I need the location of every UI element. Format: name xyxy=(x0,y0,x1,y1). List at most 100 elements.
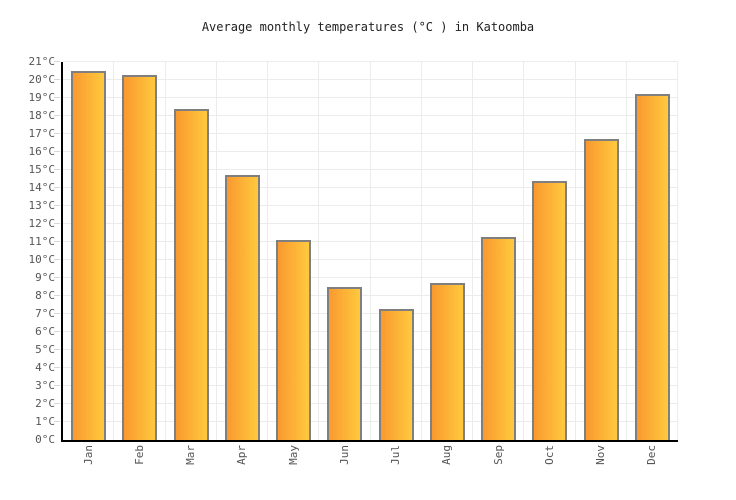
y-tick-mark xyxy=(54,115,60,116)
y-tick-mark xyxy=(54,349,60,350)
bar-feb xyxy=(122,75,158,440)
y-tick-mark xyxy=(54,151,60,152)
gridline-v xyxy=(472,62,473,440)
y-tick-mark xyxy=(54,79,60,80)
y-tick-label: 4°C xyxy=(35,361,55,374)
x-tick-label-aug: Aug xyxy=(440,445,454,465)
gridline-h xyxy=(63,403,678,404)
gridline-h xyxy=(63,295,678,296)
chart-title: Average monthly temperatures (°C ) in Ka… xyxy=(201,20,535,34)
gridline-h xyxy=(63,61,678,62)
gridline-h xyxy=(63,331,678,332)
bar-dec xyxy=(634,94,670,440)
y-tick-mark xyxy=(54,187,60,188)
gridline-h xyxy=(63,349,678,350)
x-tick-label-jun: Jun xyxy=(337,445,351,465)
x-tick-label-mar: Mar xyxy=(184,445,198,465)
gridline-v xyxy=(625,62,627,440)
y-tick-label: 17°C xyxy=(28,127,56,140)
y-tick-label: 16°C xyxy=(28,145,56,158)
gridline-h xyxy=(63,97,678,98)
y-tick-label: 0°C xyxy=(35,433,55,446)
gridline-h xyxy=(63,79,678,80)
bar-may xyxy=(276,240,312,440)
y-tick-mark xyxy=(54,313,60,314)
y-tick-label: 15°C xyxy=(28,163,56,176)
plot-area xyxy=(54,61,678,442)
y-tick-label: 1°C xyxy=(35,415,55,428)
x-tick-label-dec: Dec xyxy=(645,445,659,465)
y-tick-label: 14°C xyxy=(28,181,56,194)
x-tick-label-apr: Apr xyxy=(235,445,249,465)
gridline-v xyxy=(677,62,678,440)
gridline-h xyxy=(63,385,678,386)
gridline-h xyxy=(63,259,678,260)
bar-jan xyxy=(71,71,107,440)
y-tick-mark xyxy=(54,169,60,170)
y-tick-mark xyxy=(54,241,60,242)
bar-jul xyxy=(378,309,414,440)
bar-jun xyxy=(327,287,363,440)
y-tick-label: 6°C xyxy=(35,325,55,338)
y-tick-label: 9°C xyxy=(35,271,55,284)
gridline-h xyxy=(63,169,678,170)
gridline-h xyxy=(63,241,678,242)
y-tick-label: 5°C xyxy=(35,343,55,356)
gridline-h xyxy=(63,133,678,134)
y-tick-label: 2°C xyxy=(35,397,55,410)
bar-mar xyxy=(173,109,209,440)
y-tick-label: 21°C xyxy=(28,55,56,68)
y-tick-mark xyxy=(54,403,60,404)
gridline-v xyxy=(574,62,576,440)
gridline-v xyxy=(420,62,422,440)
gridline-v xyxy=(523,62,525,440)
gridline-h xyxy=(63,205,678,206)
gridline-h xyxy=(63,223,678,224)
gridline-v xyxy=(215,62,217,440)
gridline-v xyxy=(164,62,166,440)
x-tick-label-oct: Oct xyxy=(542,445,556,465)
y-tick-label: 3°C xyxy=(35,379,55,392)
y-tick-label: 19°C xyxy=(28,91,56,104)
gridline-h xyxy=(63,367,678,368)
x-tick-label-sep: Sep xyxy=(491,445,505,465)
bar-apr xyxy=(224,175,260,440)
y-tick-mark xyxy=(54,205,60,206)
y-tick-label: 8°C xyxy=(35,289,55,302)
gridline-h xyxy=(63,421,678,422)
gridline-h xyxy=(63,115,678,116)
y-tick-mark xyxy=(54,133,60,134)
y-tick-mark xyxy=(54,385,60,386)
y-tick-mark xyxy=(54,331,60,332)
y-tick-mark xyxy=(54,367,60,368)
gridline-v xyxy=(113,62,115,440)
bar-oct xyxy=(532,181,568,440)
x-tick-label-may: May xyxy=(286,445,300,465)
y-tick-mark xyxy=(54,277,60,278)
x-tick-label-jul: Jul xyxy=(389,445,403,465)
bar-sep xyxy=(481,237,517,440)
y-tick-mark xyxy=(54,259,60,260)
gridline-v xyxy=(267,62,268,440)
gridline-h xyxy=(63,277,678,278)
gridline-h xyxy=(63,187,678,188)
y-tick-label: 13°C xyxy=(28,199,56,212)
y-tick-mark xyxy=(54,295,60,296)
y-tick-label: 7°C xyxy=(35,307,55,320)
y-tick-label: 12°C xyxy=(28,217,56,230)
bar-nov xyxy=(583,139,619,440)
gridline-h xyxy=(63,313,678,314)
gridline-h xyxy=(63,151,678,152)
gridline-v xyxy=(318,62,320,440)
y-tick-label: 18°C xyxy=(28,109,56,122)
bar-aug xyxy=(429,283,465,440)
y-tick-mark xyxy=(54,421,60,422)
y-tick-label: 11°C xyxy=(28,235,56,248)
y-tick-mark xyxy=(54,97,60,98)
x-tick-label-nov: Nov xyxy=(594,445,608,465)
y-tick-mark xyxy=(54,223,60,224)
y-tick-label: 20°C xyxy=(28,73,56,86)
x-tick-label-feb: Feb xyxy=(132,445,146,465)
x-tick-label-jan: Jan xyxy=(81,445,95,465)
